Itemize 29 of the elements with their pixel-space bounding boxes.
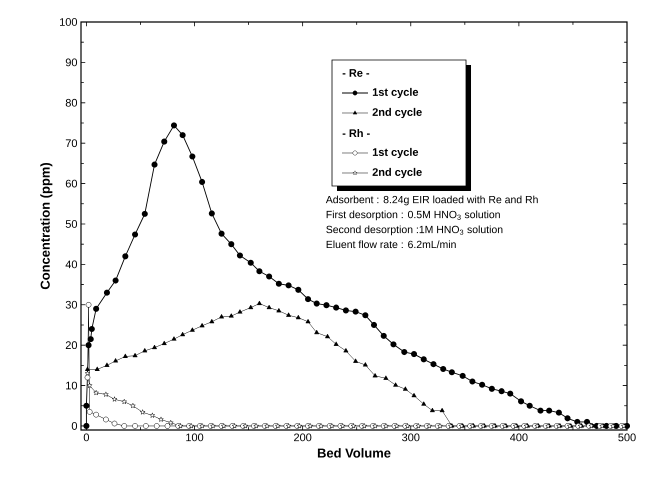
- annotation: - Re -: [342, 69, 370, 77]
- x-tick-label: 400: [510, 434, 528, 442]
- annotation: - Rh -: [342, 129, 370, 137]
- y-tick-label: 90: [66, 58, 78, 66]
- legend-label: 1st cycle: [372, 88, 418, 98]
- x-axis-title: Bed Volume: [318, 448, 391, 458]
- y-tick-label: 50: [66, 220, 78, 228]
- x-tick-label: 0: [84, 434, 90, 442]
- y-tick-label: 80: [66, 98, 78, 107]
- annotation: Second desorption :1M HNO$_{3}$ solution: [326, 225, 502, 236]
- legend-label: 2nd cycle: [372, 168, 422, 178]
- x-tick-label: 300: [402, 434, 420, 442]
- annotation: Eluent flow rate : 6.2mL/min: [326, 240, 456, 248]
- legend-label: 2nd cycle: [372, 108, 422, 118]
- x-tick-label: 200: [294, 434, 312, 442]
- y-tick-label: 40: [66, 260, 78, 268]
- y-tick-label: 60: [66, 180, 78, 188]
- y-tick-label: 0: [72, 422, 78, 430]
- annotation: Adsorbent : 8.24g EIR loaded with Re and Rh: [326, 196, 538, 206]
- y-axis-title: Concentration (ppm): [40, 162, 52, 290]
- annotation: First desorption : 0.5M HNO$_{3}$ solution: [326, 210, 500, 220]
- y-tick-label: 30: [66, 300, 78, 309]
- y-tick-label: 10: [66, 382, 78, 390]
- legend-label: 1st cycle: [372, 148, 418, 158]
- y-tick-label: 70: [66, 139, 78, 148]
- y-tick-label: 20: [66, 341, 78, 350]
- x-tick-label: 500: [618, 434, 636, 442]
- y-tick-label: 100: [60, 18, 78, 26]
- x-tick-label: 100: [186, 434, 204, 442]
